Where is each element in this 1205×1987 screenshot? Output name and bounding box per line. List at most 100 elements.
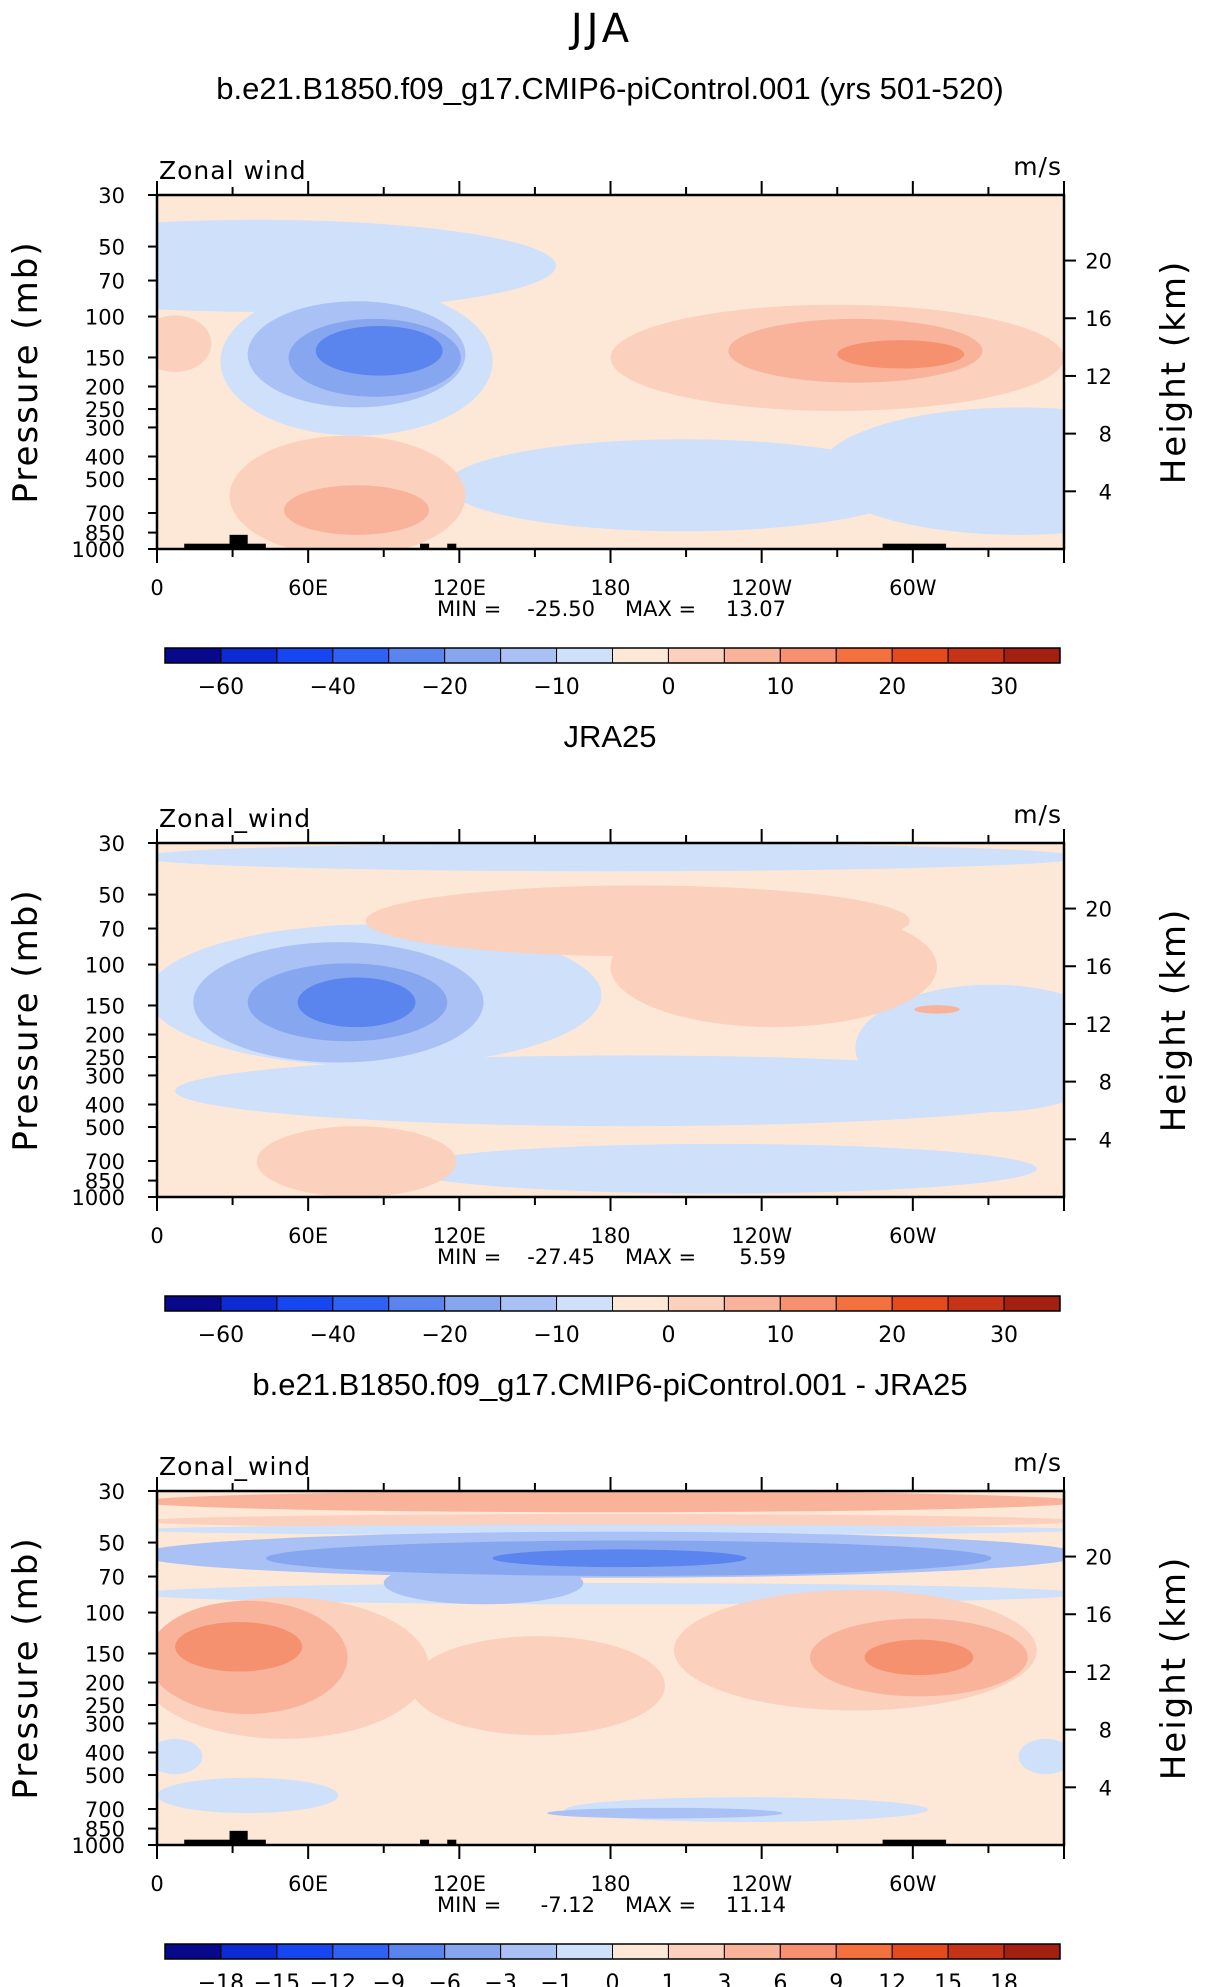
panel-title: b.e21.B1850.f09_g17.CMIP6-piControl.001 … <box>216 71 1004 106</box>
colorbar-label: 15 <box>934 1971 962 1987</box>
colorbar-swatch <box>276 1943 334 1960</box>
y-tick-label: 850 <box>85 1170 125 1194</box>
colorbar-label: 20 <box>878 675 906 700</box>
min-value: -25.50 <box>527 597 595 621</box>
y-tick-label: 250 <box>85 1046 125 1070</box>
contour-region <box>157 843 1064 872</box>
colorbar-frame <box>164 647 1061 664</box>
colorbar-swatch <box>388 647 446 664</box>
contour-region <box>837 340 965 369</box>
y-tick-label: 70 <box>98 1566 125 1590</box>
contour-region <box>283 485 430 535</box>
colorbar-swatch <box>667 647 725 664</box>
y-tick-label: 30 <box>98 184 125 208</box>
colorbar-label: 30 <box>990 675 1018 700</box>
colorbar-swatch <box>500 1295 558 1312</box>
colorbar-label: 18 <box>990 1971 1018 1987</box>
colorbar-label: 20 <box>878 1323 906 1348</box>
y2-tick-label: 20 <box>1085 898 1112 922</box>
y-tick-label: 300 <box>85 416 125 440</box>
y-tick-label: 150 <box>85 1642 125 1666</box>
contour-region <box>410 1636 665 1736</box>
colorbar-swatch <box>612 1295 669 1312</box>
colorbar-swatch <box>164 1943 222 1960</box>
colorbar-swatch <box>556 1295 613 1312</box>
y2-tick-label: 4 <box>1099 1128 1112 1152</box>
y2-tick-label: 8 <box>1099 423 1112 447</box>
x-tick-label: 0 <box>150 1224 163 1248</box>
x-tick-label: 120W <box>731 576 792 600</box>
y-tick-label: 850 <box>85 1818 125 1842</box>
contour-region <box>864 1639 974 1676</box>
y2-tick-label: 4 <box>1099 1776 1112 1800</box>
terrain-block <box>229 534 248 549</box>
contour-region <box>914 1005 960 1014</box>
y2-tick-label: 12 <box>1085 1013 1112 1037</box>
contour-region <box>492 1549 747 1568</box>
contour-field <box>157 1491 1064 1845</box>
terrain-block <box>420 1839 430 1845</box>
y-tick-label: 500 <box>85 1764 125 1788</box>
colorbar-label: 30 <box>990 1323 1018 1348</box>
colorbar-label: 3 <box>717 1971 731 1987</box>
max-value: 11.14 <box>726 1893 786 1917</box>
colorbar-label: −40 <box>310 675 356 700</box>
x-tick-label: 180 <box>590 1872 630 1896</box>
panel-title: JRA25 <box>563 719 656 754</box>
colorbar-swatch <box>947 1295 1005 1312</box>
terrain-block <box>184 543 266 549</box>
colorbar-swatch <box>779 647 837 664</box>
contour-region <box>157 1738 203 1775</box>
y2-tick-label: 4 <box>1099 480 1112 504</box>
colorbar-label: −9 <box>373 1971 405 1987</box>
colorbar-swatch <box>500 1943 558 1960</box>
y2-axis-title: Height (km) <box>1154 908 1194 1133</box>
colorbar-swatch <box>835 1943 893 1960</box>
contour-region <box>157 315 212 372</box>
x-tick-label: 60E <box>288 1872 328 1896</box>
colorbar-label: 10 <box>766 1323 794 1348</box>
colorbar-swatch <box>388 1295 446 1312</box>
contour-field <box>157 843 1064 1197</box>
y-tick-label: 250 <box>85 1694 125 1718</box>
panel-3: b.e21.B1850.f09_g17.CMIP6-piControl.001 … <box>6 1367 1194 1987</box>
terrain-block <box>882 1839 947 1845</box>
colorbar-label: −3 <box>484 1971 516 1987</box>
colorbar-label: 0 <box>661 1323 675 1348</box>
colorbar-swatch <box>891 1943 949 1960</box>
max-value: 5.59 <box>739 1245 786 1269</box>
x-tick-label: 120W <box>731 1872 792 1896</box>
x-tick-label: 60W <box>889 576 937 600</box>
colorbar-swatch <box>723 647 781 664</box>
y-tick-label: 1000 <box>72 538 125 562</box>
colorbar-swatch <box>332 1295 390 1312</box>
y2-axis-title: Height (km) <box>1154 1556 1194 1781</box>
colorbar-swatch <box>164 647 222 664</box>
colorbar-swatch <box>388 1943 446 1960</box>
y2-tick-label: 16 <box>1085 955 1112 979</box>
contour-region <box>855 984 1064 1113</box>
x-tick-label: 60W <box>889 1872 937 1896</box>
y-tick-label: 700 <box>85 1150 125 1174</box>
y-tick-label: 50 <box>98 1532 125 1556</box>
panel-title: b.e21.B1850.f09_g17.CMIP6-piControl.001 … <box>252 1367 967 1402</box>
variable-label: Zonal_wind <box>159 804 311 833</box>
x-tick-label: 120E <box>433 576 486 600</box>
y-tick-label: 50 <box>98 236 125 260</box>
y-tick-label: 1000 <box>72 1186 125 1210</box>
y-tick-label: 300 <box>85 1712 125 1736</box>
y-tick-label: 700 <box>85 1798 125 1822</box>
max-label: MAX = <box>625 597 696 621</box>
y2-tick-label: 12 <box>1085 365 1112 389</box>
contour-region <box>297 977 416 1028</box>
colorbar-swatch <box>612 647 669 664</box>
y2-axis-title: Height (km) <box>1154 260 1194 485</box>
units-label: m/s <box>1013 800 1062 829</box>
colorbar-swatch <box>667 1295 725 1312</box>
y-tick-label: 200 <box>85 376 125 400</box>
colorbar-label: −6 <box>428 1971 460 1987</box>
colorbar-swatch <box>947 647 1005 664</box>
colorbar-swatch <box>556 1943 613 1960</box>
contour-region <box>1018 1738 1064 1775</box>
